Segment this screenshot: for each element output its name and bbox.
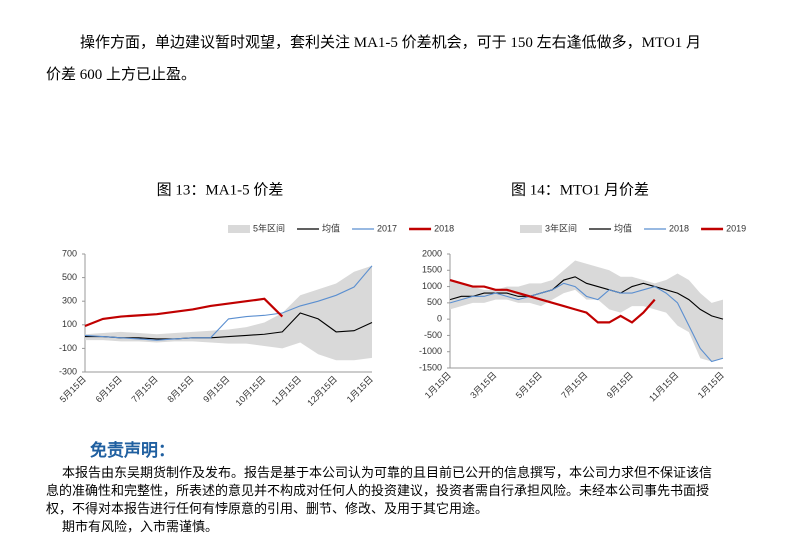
y-tick-label: 500 [427,297,442,307]
x-tick-label: 9月15日 [201,374,231,404]
range-band [85,265,372,361]
paragraph-line: 价差 600 上方已止盈。 [46,67,197,83]
range-band [450,260,723,362]
y-tick-label: 2000 [422,248,442,258]
series-line [84,265,373,341]
legend-label: 均值 [322,222,340,233]
x-tick-label: 1月15日 [345,374,375,404]
x-tick-label: 5月15日 [514,370,544,400]
x-tick-label: 11月15日 [647,370,680,403]
series-line [85,312,373,340]
x-tick-label: 10月15日 [234,374,268,408]
disclaimer-title: 免责声明： [90,441,175,460]
x-tick-label: 7月15日 [129,374,159,404]
x-tick-label: 7月15日 [559,370,589,400]
x-tick-label: 6月15日 [94,374,124,404]
chart-title: 图 13：MA1-5 价差 [157,181,284,198]
y-tick-label: -300 [59,366,77,376]
y-tick-label: -500 [424,330,442,340]
y-tick-label: -1500 [419,362,442,372]
legend-label: 2018 [434,223,454,233]
x-tick-label: 9月15日 [605,370,635,400]
x-tick-label: 11月15日 [270,374,303,407]
paragraph-line: 操作方面，单边建议暂时观望，套利关注 MA1-5 价差机会，可于 150 左右逢… [80,35,701,51]
disclaimer-line: 息的准确性和完整性，所表述的意见并不构成对任何人的投资建议，投资者需自行承担风险… [46,483,710,498]
y-tick-label: -100 [59,343,77,353]
x-tick-label: 1月15日 [423,370,453,400]
legend-label: 3年区间 [545,222,577,233]
y-tick-label: 0 [437,314,442,324]
x-tick-label: 12月15日 [305,374,339,408]
disclaimer-line: 期市有风险，入市需谨慎。 [62,519,219,534]
series-line [84,297,284,328]
x-tick-label: 8月15日 [165,374,195,404]
y-tick-label: 500 [62,272,77,282]
x-tick-label: 5月15日 [58,374,88,404]
y-tick-label: -1000 [419,346,442,356]
y-tick-label: 100 [62,319,77,329]
series-line [449,282,724,363]
disclaimer-line: 权，不得对本报告进行任何有悖原意的引用、删节、修改、及用于其它用途。 [46,501,489,516]
legend-label: 均值 [614,222,632,233]
charts: 图 13：MA1-5 价差 图 14：MTO1 月价差 -300 -100 100 3… [58,181,746,408]
series-line [449,278,656,324]
disclaimer-line: 本报告由东吴期货制作及发布。报告是基于本公司认为可靠的且目前已公开的信息撰写，本… [62,465,713,480]
legend-label: 2018 [669,223,689,233]
legend-label: 2017 [377,223,397,233]
chart-title: 图 14：MTO1 月价差 [511,181,649,198]
x-tick-label: 1月15日 [696,370,726,400]
y-tick-label: 1500 [422,265,442,275]
legend-swatch [520,225,542,233]
legend-label: 2019 [726,223,746,233]
legend-label: 5年区间 [253,222,285,233]
y-tick-label: 700 [62,248,77,258]
y-tick-label: 1000 [422,281,442,291]
y-tick-label: 300 [62,296,77,306]
x-tick-label: 3月15日 [468,370,498,400]
legend-swatch [228,225,250,233]
